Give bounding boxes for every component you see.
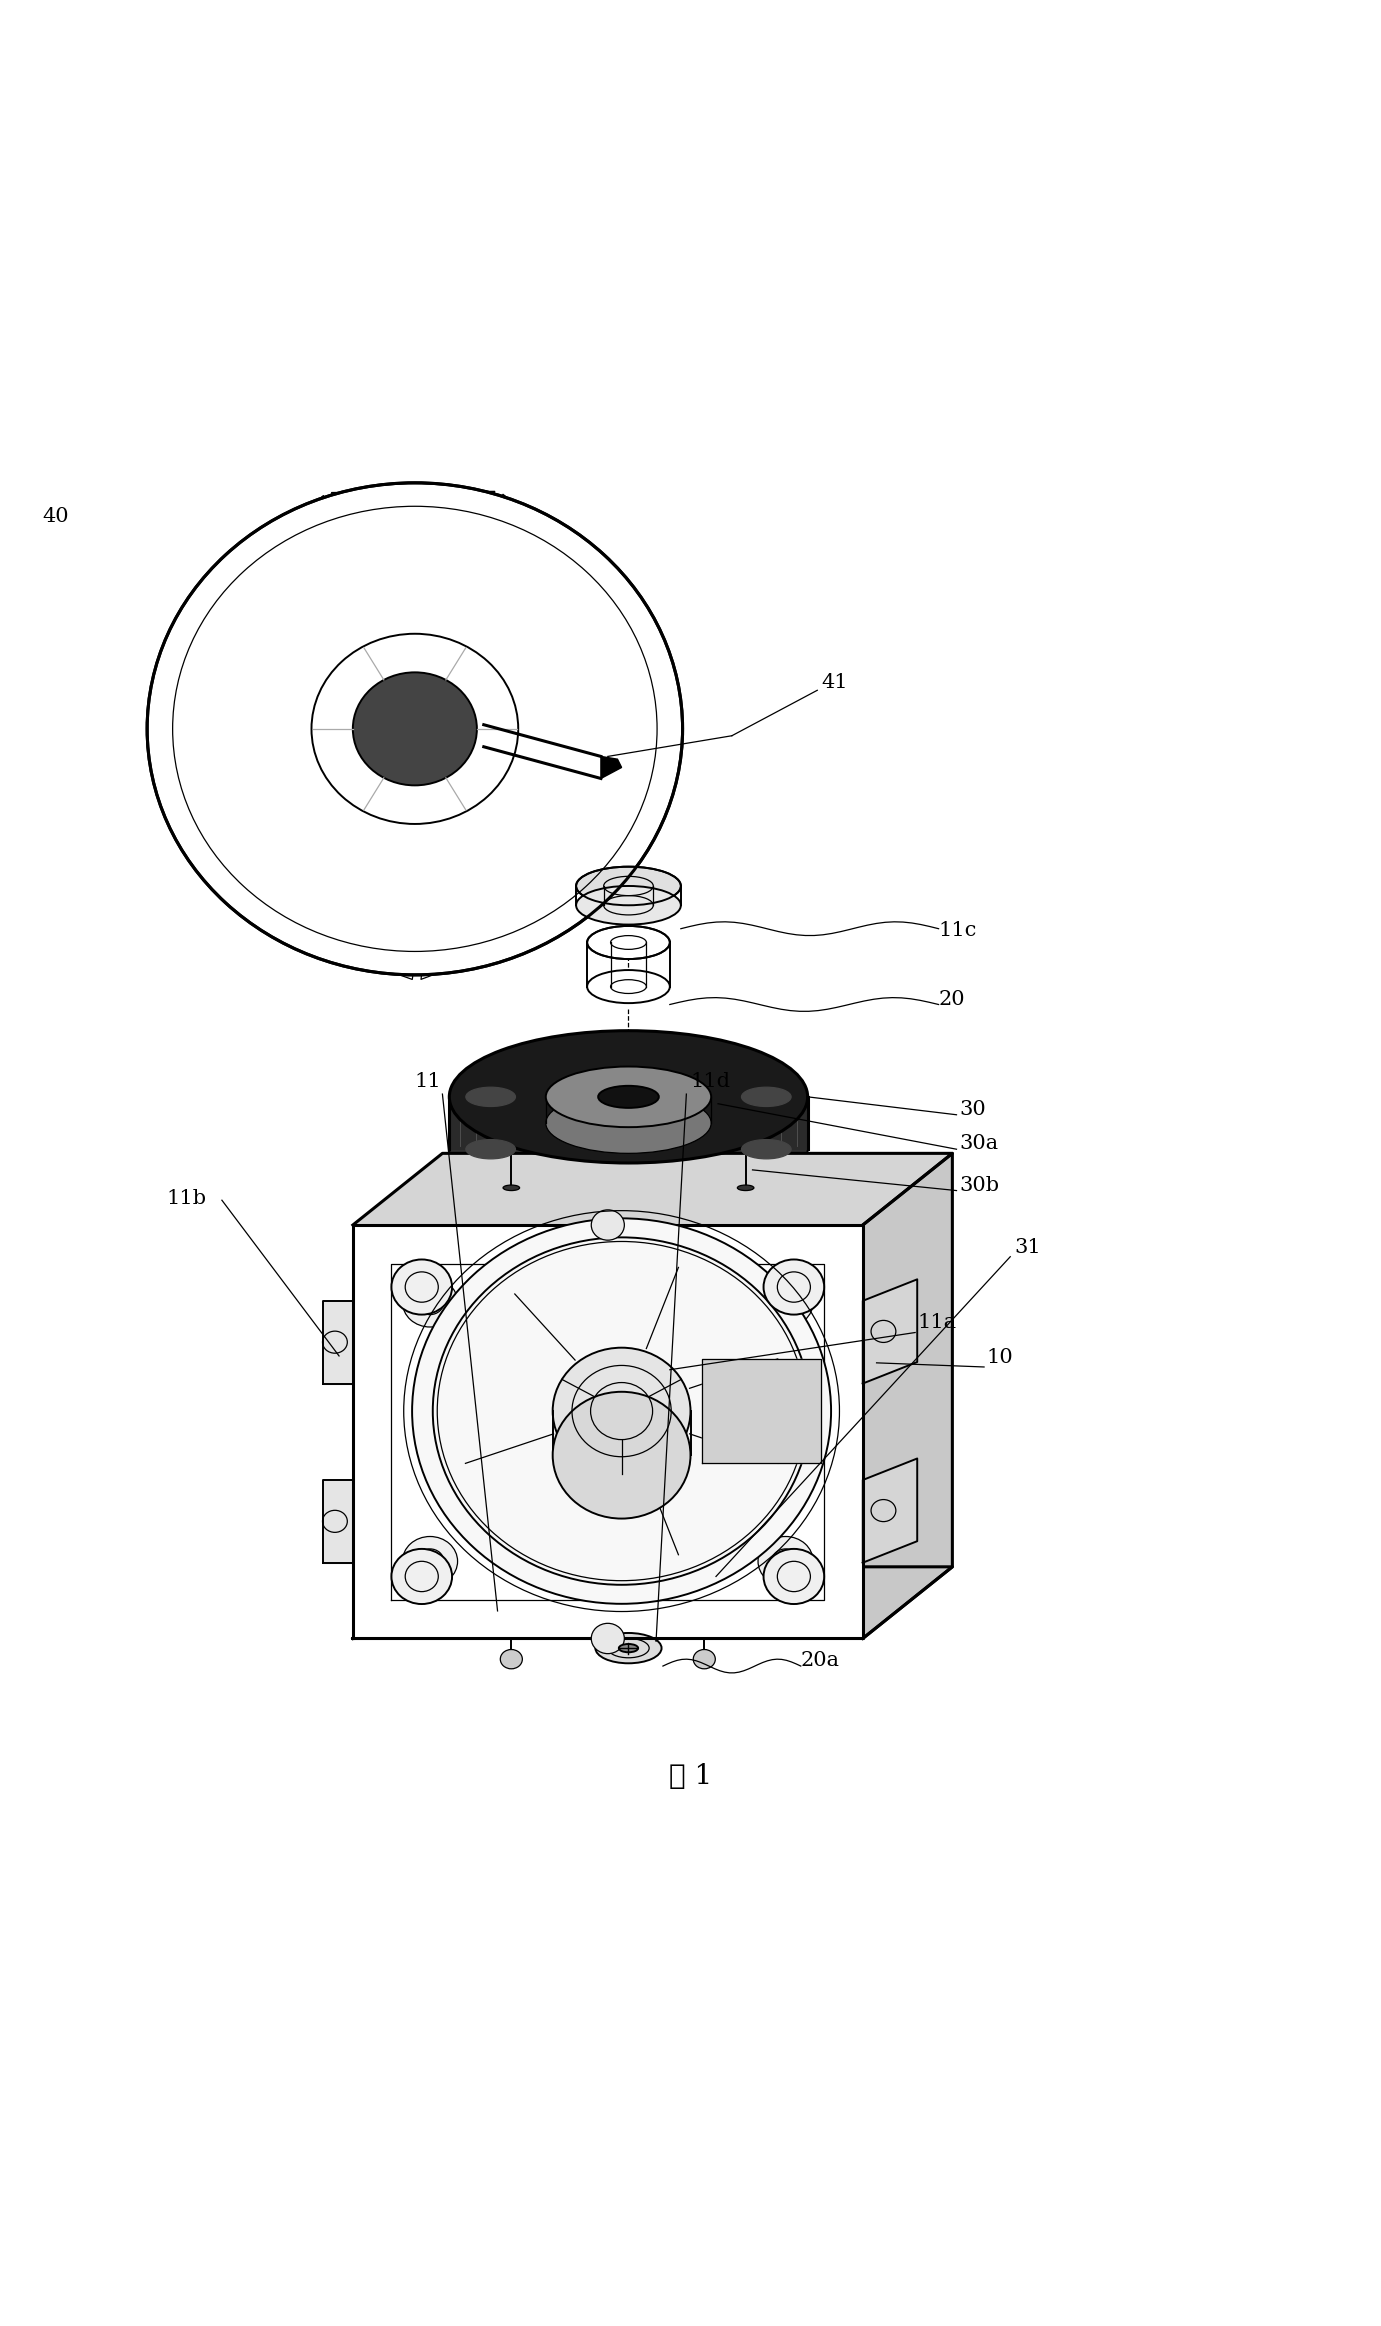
Polygon shape (199, 495, 352, 682)
Text: 11a: 11a (918, 1314, 957, 1333)
Ellipse shape (591, 1210, 624, 1240)
Text: 30: 30 (960, 1100, 986, 1119)
Polygon shape (352, 1154, 953, 1226)
Polygon shape (449, 1098, 808, 1149)
Ellipse shape (148, 484, 682, 975)
Polygon shape (863, 1458, 917, 1563)
Ellipse shape (449, 1030, 808, 1163)
Text: 20: 20 (939, 989, 965, 1009)
Ellipse shape (758, 1537, 813, 1586)
Polygon shape (863, 1279, 917, 1384)
Ellipse shape (465, 1140, 515, 1158)
Polygon shape (863, 1154, 953, 1638)
Polygon shape (441, 495, 628, 649)
Ellipse shape (552, 1347, 690, 1475)
Ellipse shape (503, 1184, 519, 1191)
Ellipse shape (742, 1140, 791, 1158)
Ellipse shape (587, 926, 670, 958)
Ellipse shape (587, 970, 670, 1003)
Ellipse shape (391, 1549, 452, 1605)
Ellipse shape (552, 1391, 690, 1519)
Polygon shape (512, 605, 663, 765)
Polygon shape (170, 772, 349, 919)
Ellipse shape (576, 886, 681, 923)
Text: 11: 11 (414, 1072, 442, 1091)
Ellipse shape (545, 1093, 711, 1154)
Ellipse shape (352, 672, 476, 786)
Polygon shape (601, 756, 621, 779)
Polygon shape (323, 1479, 352, 1563)
Polygon shape (702, 1358, 822, 1463)
Text: 11d: 11d (690, 1072, 731, 1091)
Ellipse shape (402, 1537, 457, 1586)
Ellipse shape (500, 1649, 522, 1668)
Text: 10: 10 (987, 1347, 1014, 1368)
Text: 11c: 11c (939, 921, 976, 940)
Text: 30a: 30a (960, 1135, 998, 1154)
Text: 41: 41 (822, 672, 848, 691)
Ellipse shape (758, 1277, 813, 1328)
Polygon shape (258, 837, 432, 979)
Ellipse shape (619, 1644, 638, 1651)
Ellipse shape (449, 1084, 808, 1216)
Polygon shape (352, 1226, 863, 1638)
Polygon shape (510, 733, 661, 916)
Ellipse shape (737, 1184, 754, 1191)
Ellipse shape (764, 1258, 824, 1314)
Ellipse shape (465, 1086, 515, 1107)
Text: 30b: 30b (960, 1175, 1000, 1196)
Ellipse shape (764, 1549, 824, 1605)
Ellipse shape (591, 1624, 624, 1654)
Ellipse shape (402, 1277, 457, 1328)
Ellipse shape (693, 1649, 715, 1668)
Ellipse shape (545, 1068, 711, 1128)
Polygon shape (352, 1568, 953, 1638)
Polygon shape (167, 609, 298, 770)
Polygon shape (331, 491, 494, 619)
Text: 31: 31 (1015, 1237, 1041, 1256)
Polygon shape (421, 812, 574, 979)
Polygon shape (323, 1300, 352, 1384)
Ellipse shape (576, 868, 681, 905)
Text: 11b: 11b (167, 1189, 207, 1207)
Ellipse shape (742, 1086, 791, 1107)
Text: 20a: 20a (801, 1651, 840, 1670)
Ellipse shape (412, 1219, 831, 1605)
Ellipse shape (598, 1086, 659, 1107)
Ellipse shape (391, 1258, 452, 1314)
Text: 40: 40 (43, 507, 69, 526)
Text: 图 1: 图 1 (668, 1763, 713, 1789)
Ellipse shape (595, 1633, 661, 1663)
